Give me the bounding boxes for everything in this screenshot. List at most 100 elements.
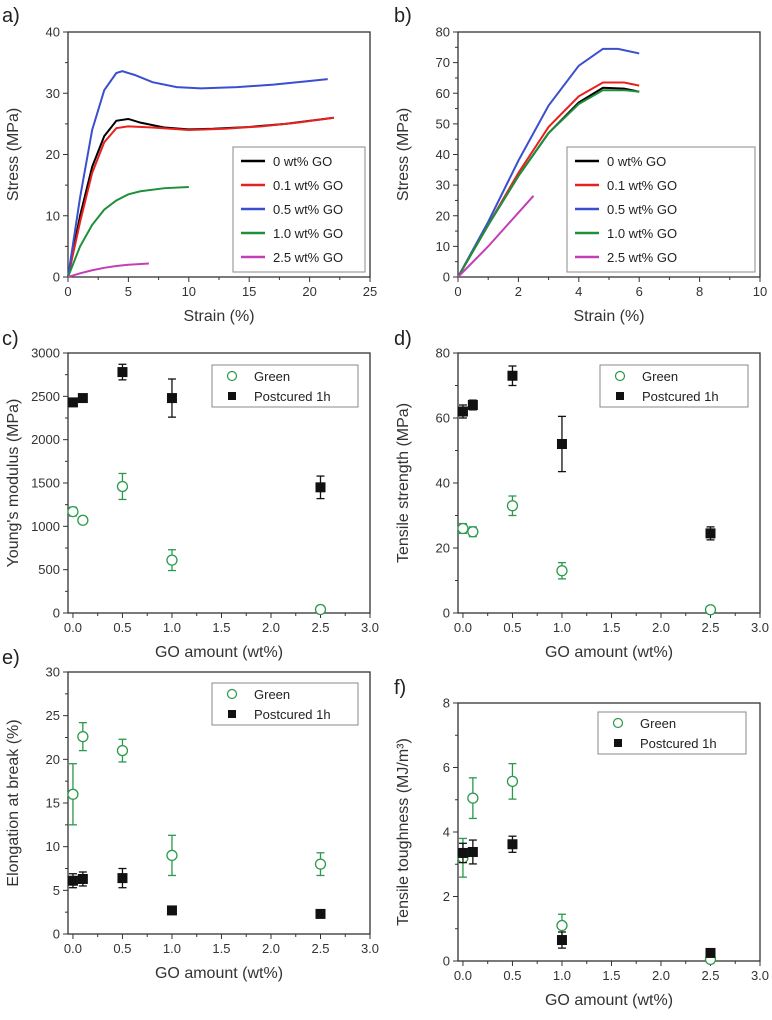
x-tick-label: 3.0 [751,968,769,983]
legend-label: 1.0 wt% GO [607,226,677,241]
data-point-postcured [457,406,468,417]
data-point-postcured [315,908,326,919]
y-tick-label: 40 [436,476,450,491]
x-tick-label: 1.5 [212,941,230,956]
panel-c: c) 0.0 0.5 1.0 1.5 2.0 2.5 3.0 0 500 1000 1500 2000 2… [2,328,379,661]
x-tick-label: 10 [182,284,196,299]
data-point-green [704,604,717,616]
x-axis-title: GO amount (wt%) [545,992,673,1009]
data-point-postcured [705,528,716,539]
data-point-postcured [67,397,78,408]
legend-box [211,682,359,726]
data-point-postcured [507,370,518,381]
x-tick-label: 1.5 [602,968,620,983]
x-tick-label: 20 [302,284,316,299]
legend-marker [226,688,238,700]
x-tick-label: 1.0 [163,620,181,635]
data-point-green [166,554,178,566]
legend-label: 0.1 wt% GO [607,178,677,193]
panel-label: d) [394,328,412,350]
y-tick-label: 8 [443,696,450,711]
data-point-postcured [117,873,128,884]
panel-a: a) 0 5 10 15 20 25 0 10 20 30 40 Strain (%) Stress (M… [2,5,377,325]
legend-label: Postcured 1h [254,389,331,404]
x-tick-label: 0.5 [113,620,131,635]
data-point-postcured [457,847,468,858]
data-point-green [67,505,79,518]
legend-label: 0.1 wt% GO [273,178,343,193]
x-tick-label: 15 [242,284,256,299]
y-tick-label: 20 [46,752,60,767]
data-point-postcured [166,393,177,404]
y-tick-label: 70 [436,55,450,70]
legend-box [597,711,747,755]
legend-label: Green [254,687,290,702]
x-tick-label: 1.0 [553,620,571,635]
x-axis-title: Strain (%) [573,308,644,325]
y-axis-title: Young's modulus (MPa) [5,399,22,568]
x-tick-label: 2.5 [311,941,329,956]
y-tick-label: 1000 [31,519,60,534]
y-tick-label: 10 [436,239,450,254]
panel-label: e) [2,647,20,669]
data-point-postcured [166,905,177,916]
data-point-postcured [467,400,478,410]
y-tick-label: 0 [53,606,60,621]
panel-label: f) [394,677,406,699]
x-axis-title: GO amount (wt%) [545,644,673,661]
legend-label: 2.5 wt% GO [607,250,677,265]
data-point-green [77,730,89,743]
x-tick-label: 0.0 [454,968,472,983]
legend-marker [226,370,238,382]
x-tick-label: 2.5 [311,620,329,635]
x-tick-label: 0.5 [503,620,521,635]
data-point-green [314,858,327,870]
panel-label: c) [2,328,19,350]
x-tick-label: 2.0 [652,620,670,635]
y-tick-label: 4 [443,825,450,840]
x-tick-label: 0.5 [113,941,131,956]
series-line-4 [457,195,535,278]
data-point-green [506,775,519,788]
data-point-green [457,522,469,535]
data-point-green [314,603,327,616]
y-tick-label: 3000 [31,346,60,361]
x-tick-label: 1.5 [602,620,620,635]
legend-label: Green [642,369,678,384]
data-point-green [166,849,178,862]
legend-label: Postcured 1h [642,389,719,404]
data-point-green [556,919,568,932]
legend-label: 0.5 wt% GO [607,202,677,217]
legend-label: Postcured 1h [254,707,331,722]
legend-box [599,364,749,408]
y-tick-label: 40 [436,147,450,162]
data-point-postcured [77,873,88,884]
legend-label: Green [640,716,676,731]
y-axis-title: Stress (MPa) [5,108,22,201]
x-tick-label: 0.0 [64,941,82,956]
y-tick-label: 30 [46,665,60,680]
x-tick-label: 3.0 [751,620,769,635]
data-point-green [77,514,89,526]
y-tick-label: 5 [53,883,60,898]
y-tick-label: 20 [46,147,60,162]
panel-b: b) 0 2 4 6 8 10 0 10 20 30 40 50 60 70 80 Strain (%) Stre… [394,5,767,325]
data-point-postcured [117,367,128,378]
y-tick-label: 0 [53,270,60,285]
series-line-3 [457,89,640,278]
y-tick-label: 500 [38,562,60,577]
y-tick-label: 0 [443,954,450,969]
x-tick-label: 4 [575,284,582,299]
series-line-4 [67,262,149,278]
y-tick-label: 0 [53,927,60,942]
y-tick-label: 80 [436,346,450,361]
legend-label: 0.5 wt% GO [273,202,343,217]
x-tick-label: 10 [753,284,767,299]
y-tick-label: 60 [436,411,450,426]
panel-d: d) 0.0 0.5 1.0 1.5 2.0 2.5 3.0 0 20 40 60 80 GO amoun… [394,328,769,661]
legend-label: Postcured 1h [640,736,717,751]
legend-marker [612,717,624,729]
data-point-green [116,480,129,493]
y-tick-label: 2 [443,889,450,904]
legend-box [211,364,359,408]
